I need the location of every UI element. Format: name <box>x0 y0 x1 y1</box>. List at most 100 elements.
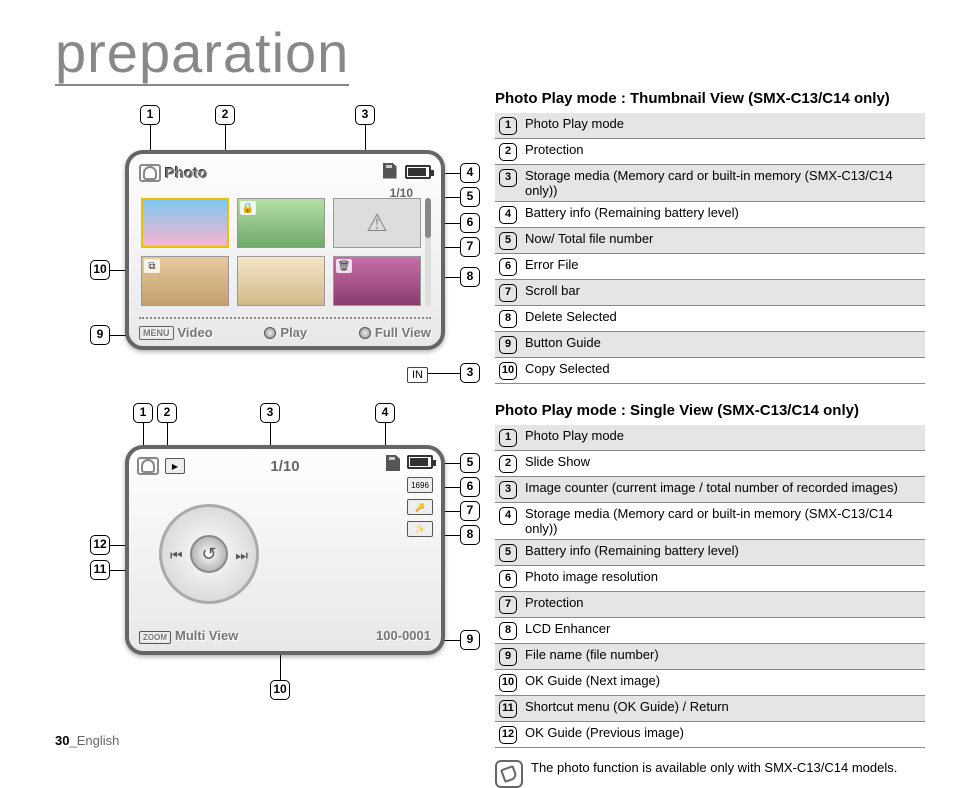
legend-number-cell: 8 <box>495 306 521 332</box>
callout-s2-11: 11 <box>90 560 110 580</box>
legend-row: 10Copy Selected <box>495 358 925 384</box>
legend-number-badge: 7 <box>499 596 517 614</box>
legend-number-cell: 4 <box>495 202 521 228</box>
photo-header-bar: Photo <box>135 160 435 186</box>
callout-s1-10: 10 <box>90 260 110 280</box>
page-title-text: preparation <box>55 21 349 86</box>
thumbnail-1[interactable] <box>141 198 229 248</box>
legend-number-badge: 11 <box>499 700 517 718</box>
zoom-tag: ZOOM <box>139 631 171 644</box>
image-counter: 1/10 <box>270 458 299 475</box>
legend-number-badge: 8 <box>499 622 517 640</box>
legend-number-badge: 4 <box>499 206 517 224</box>
legend-number-cell: 2 <box>495 139 521 165</box>
legend-number-cell: 10 <box>495 670 521 696</box>
sd-card-icon <box>386 455 400 471</box>
ok-guide-wheel[interactable]: ⏮ ↺ ⏭ <box>159 504 259 604</box>
internal-memory-tag: IN <box>407 367 428 383</box>
legend-row: 4Storage media (Memory card or built-in … <box>495 503 925 540</box>
legend-row: 6Photo image resolution <box>495 566 925 592</box>
guide-play-label: Play <box>280 325 307 340</box>
menu-tag: MENU <box>139 326 174 340</box>
thumbnail-5[interactable] <box>237 256 325 306</box>
legend-text-cell: Delete Selected <box>521 306 925 332</box>
legend-number-badge: 1 <box>499 429 517 447</box>
callout-s1-2: 2 <box>215 105 235 125</box>
callout-s2-4: 4 <box>375 403 395 423</box>
protection-key-icon: 🔑 <box>407 499 433 515</box>
legend-table-2: 1Photo Play mode2Slide Show3Image counte… <box>495 425 925 748</box>
legend-number-cell: 1 <box>495 113 521 139</box>
legend-number-badge: 6 <box>499 570 517 588</box>
multiview-label-group: ZOOMMulti View <box>139 628 238 643</box>
legend-text-cell: Now/ Total file number <box>521 228 925 254</box>
guide-play: Play <box>264 325 307 340</box>
callout-s1-1: 1 <box>140 105 160 125</box>
legend-text-cell: LCD Enhancer <box>521 618 925 644</box>
lcd-enhancer-icon: ✨ <box>407 521 433 537</box>
button-guide-bar: MENUVideo Play Full View <box>139 317 431 340</box>
legend-row: 10OK Guide (Next image) <box>495 670 925 696</box>
legend-number-cell: 6 <box>495 254 521 280</box>
legend-number-cell: 7 <box>495 592 521 618</box>
next-image-icon[interactable]: ⏭ <box>235 547 248 564</box>
lead <box>427 373 460 374</box>
legend-number-cell: 5 <box>495 228 521 254</box>
page-number: 30 <box>55 733 69 748</box>
error-icon: ⚠ <box>366 209 388 238</box>
legend-number-cell: 6 <box>495 566 521 592</box>
legend-text-cell: Scroll bar <box>521 280 925 306</box>
callout-s1-5: 5 <box>460 187 480 207</box>
thumbnail-view-screen: Photo 1/10 🔒 ⚠ ⧉ 🗑 MENUVideo Play Full V… <box>125 150 445 350</box>
legend-row: 6Error File <box>495 254 925 280</box>
scroll-bar[interactable] <box>425 198 431 306</box>
legend-row: 8LCD Enhancer <box>495 618 925 644</box>
thumbnail-3-error[interactable]: ⚠ <box>333 198 421 248</box>
legend-row: 1Photo Play mode <box>495 425 925 451</box>
legend-number-cell: 4 <box>495 503 521 540</box>
legend-text-cell: Photo Play mode <box>521 113 925 139</box>
callout-s2-7: 7 <box>460 501 480 521</box>
single-view-bottom-bar: ZOOMMulti View 100-0001 <box>139 628 431 643</box>
legend-number-badge: 1 <box>499 117 517 135</box>
guide-video-label: Video <box>178 325 213 340</box>
callout-s1-3: 3 <box>355 105 375 125</box>
legend-row: 3Storage media (Memory card or built-in … <box>495 165 925 202</box>
legend-text-cell: File name (file number) <box>521 644 925 670</box>
legend-row: 9Button Guide <box>495 332 925 358</box>
legend-row: 9File name (file number) <box>495 644 925 670</box>
legend-number-cell: 8 <box>495 618 521 644</box>
legend-row: 7Scroll bar <box>495 280 925 306</box>
legend-number-cell: 5 <box>495 540 521 566</box>
battery-icon <box>405 165 431 179</box>
return-button[interactable]: ↺ <box>190 535 228 573</box>
legend-row: 5Battery info (Remaining battery level) <box>495 540 925 566</box>
callout-s2-2: 2 <box>157 403 177 423</box>
legend-number-badge: 5 <box>499 232 517 250</box>
thumbnail-2[interactable]: 🔒 <box>237 198 325 248</box>
single-view-screen: ▶ 1/10 1696 🔑 ✨ ⏮ ↺ ⏭ ZOOMMulti View 100… <box>125 445 445 655</box>
legend-row: 4Battery info (Remaining battery level) <box>495 202 925 228</box>
thumbnail-6[interactable]: 🗑 <box>333 256 421 306</box>
callout-s2-5: 5 <box>460 453 480 473</box>
callout-s2-3: 3 <box>260 403 280 423</box>
delete-icon: 🗑 <box>336 259 352 273</box>
legend-number-cell: 10 <box>495 358 521 384</box>
callout-s1-7: 7 <box>460 237 480 257</box>
legend-text-cell: Image counter (current image / total num… <box>521 477 925 503</box>
legend-number-badge: 9 <box>499 336 517 354</box>
legend-row: 11Shortcut menu (OK Guide) / Return <box>495 696 925 722</box>
thumbnail-4[interactable]: ⧉ <box>141 256 229 306</box>
legend-number-cell: 7 <box>495 280 521 306</box>
note-text: The photo function is available only wit… <box>531 760 897 775</box>
legend-text-cell: Storage media (Memory card or built-in m… <box>521 503 925 540</box>
legend-text-cell: Battery info (Remaining battery level) <box>521 540 925 566</box>
legend-text-cell: Error File <box>521 254 925 280</box>
legend-text-cell: OK Guide (Next image) <box>521 670 925 696</box>
legend-number-cell: 12 <box>495 722 521 748</box>
sd-card-icon <box>383 163 397 179</box>
filename-label: 100-0001 <box>376 628 431 643</box>
copy-icon: ⧉ <box>144 259 160 273</box>
legend-text-cell: Storage media (Memory card or built-in m… <box>521 165 925 202</box>
prev-image-icon[interactable]: ⏮ <box>170 547 183 564</box>
